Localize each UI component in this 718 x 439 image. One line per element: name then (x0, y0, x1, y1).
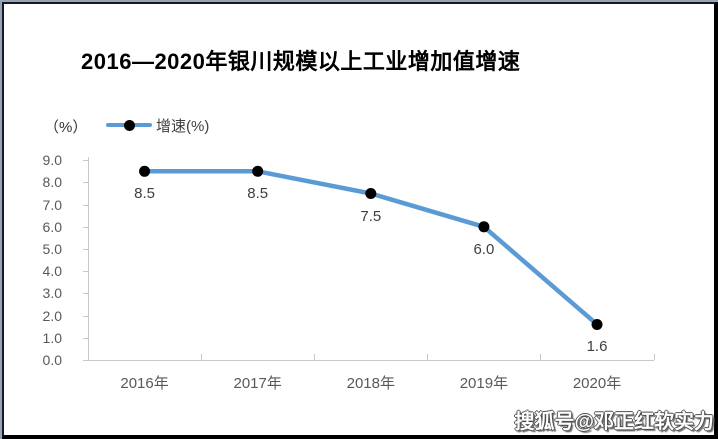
y-tick-mark (83, 182, 88, 184)
y-tick-label: 0.0 (42, 352, 62, 368)
x-tick-mark (427, 354, 429, 360)
x-axis-label: 2019年 (459, 375, 509, 392)
data-point-value-label: 8.5 (247, 185, 269, 203)
x-axis-label: 2018年 (346, 375, 395, 392)
x-axis-label: 2020年 (572, 375, 622, 392)
y-tick-label: 2.0 (42, 307, 62, 324)
x-tick-mark (314, 354, 316, 360)
data-point-marker (591, 318, 603, 330)
data-point-marker (139, 165, 151, 177)
y-tick-mark (83, 293, 88, 295)
legend-label: 增速(%) (156, 117, 210, 135)
y-tick-mark (83, 249, 88, 250)
watermark: 搜狐号@邓正红软实力 (514, 411, 714, 433)
y-axis-line (88, 157, 89, 360)
data-point-value-label: 6.0 (473, 240, 495, 258)
x-tick-mark (540, 354, 542, 360)
x-axis-line (88, 360, 654, 361)
x-tick-mark (201, 354, 203, 360)
y-tick-mark (83, 337, 88, 339)
y-tick-label: 5.0 (42, 241, 62, 257)
y-tick-mark (83, 204, 88, 206)
data-point-marker (252, 165, 264, 177)
y-axis-unit-label: （%） (44, 119, 88, 136)
y-tick-label: 4.0 (42, 263, 62, 280)
y-tick-label: 9.0 (42, 152, 62, 169)
legend-line-marker-icon (106, 119, 152, 131)
y-tick-mark (83, 160, 88, 162)
data-point-value-label: 8.5 (134, 185, 155, 203)
x-axis-label: 2016年 (120, 375, 169, 392)
y-tick-label: 8.0 (42, 174, 62, 191)
data-point-value-label: 7.5 (360, 207, 382, 225)
legend-dot-icon (124, 119, 135, 131)
data-point-marker (478, 221, 490, 233)
y-tick-mark (83, 226, 88, 228)
y-tick-mark (83, 315, 88, 317)
series-line (142, 169, 600, 327)
data-point-value-label: 1.6 (586, 338, 608, 356)
data-point-marker (365, 188, 377, 199)
y-tick-mark (83, 271, 88, 273)
y-tick-label: 6.0 (42, 218, 62, 235)
x-tick-mark (88, 354, 89, 360)
y-tick-mark (83, 360, 88, 361)
y-tick-label: 7.0 (42, 196, 62, 213)
y-tick-label: 1.0 (42, 329, 62, 346)
legend: 增速(%) (106, 112, 209, 138)
x-tick-mark (653, 354, 655, 360)
x-axis-label: 2017年 (233, 375, 282, 392)
chart-title: 2016—2020年银川规模以上工业增加值增速 (81, 49, 521, 74)
y-tick-label: 3.0 (42, 285, 62, 302)
